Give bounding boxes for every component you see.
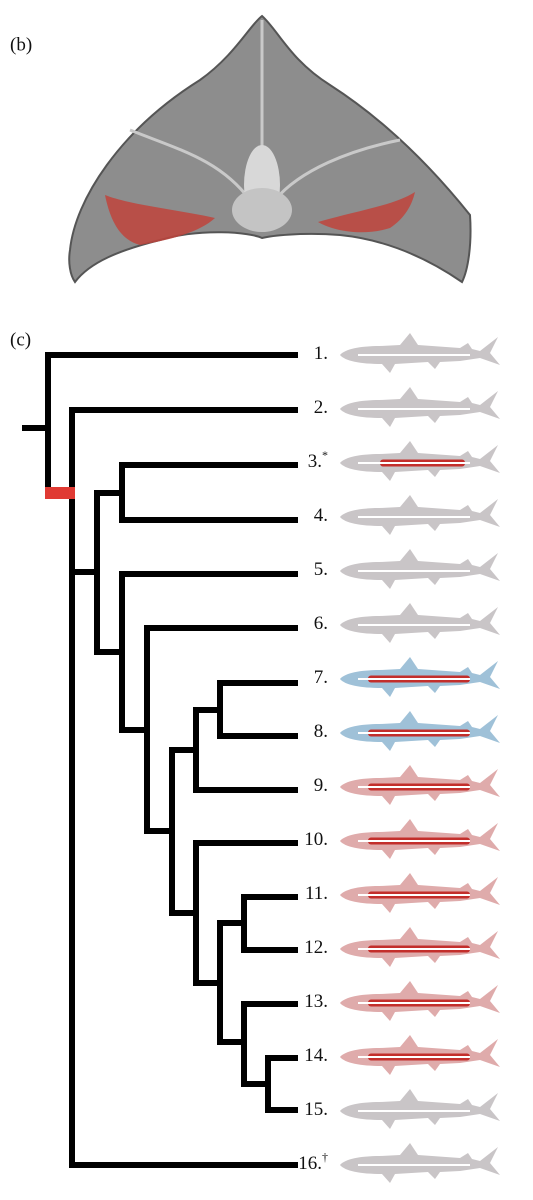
midline — [358, 1110, 470, 1112]
midline — [358, 462, 470, 464]
shark-icon — [340, 819, 500, 859]
shark-icon — [340, 1089, 500, 1129]
shark-icon — [340, 495, 500, 535]
leaf-label: 4. — [314, 505, 328, 526]
leaf-label: 15. — [304, 1099, 328, 1120]
cross-section-image — [68, 14, 472, 284]
shark-icon — [340, 603, 500, 643]
midline — [358, 948, 470, 950]
leaf-label: 9. — [314, 775, 328, 796]
shark-icon — [340, 549, 500, 589]
midline — [358, 840, 470, 842]
leaf-mark: † — [322, 1150, 328, 1164]
shark-body — [340, 549, 500, 589]
midline — [358, 678, 470, 680]
shark-body — [340, 603, 500, 643]
leaf-label: 16.† — [298, 1150, 328, 1175]
leaf-label: 3.* — [308, 448, 328, 473]
midline — [358, 894, 470, 896]
leaf-number: 1. — [314, 343, 328, 364]
leaf-number: 6. — [314, 613, 328, 634]
midline — [358, 624, 470, 626]
leaf-number: 12. — [304, 937, 328, 958]
leaf-label: 5. — [314, 559, 328, 580]
shark-icon — [340, 981, 500, 1021]
midline — [358, 1002, 470, 1004]
midline — [358, 1164, 470, 1166]
leaf-label: 14. — [304, 1045, 328, 1066]
panel-label: (c) — [10, 329, 31, 350]
leaf-label: 1. — [314, 343, 328, 364]
shark-body — [340, 1089, 500, 1129]
phylogenetic-tree — [22, 352, 298, 1168]
shark-icon — [340, 657, 500, 697]
leaf-number: 16. — [298, 1153, 322, 1174]
midline — [358, 1056, 470, 1058]
leaf-mark: * — [322, 448, 328, 462]
shark-icon — [340, 765, 500, 805]
leaf-number: 10. — [304, 829, 328, 850]
leaf-number: 13. — [304, 991, 328, 1012]
leaf-label: 12. — [304, 937, 328, 958]
midline — [358, 786, 470, 788]
leaf-label: 11. — [305, 883, 328, 904]
leaf-number: 7. — [314, 667, 328, 688]
leaf-number: 14. — [304, 1045, 328, 1066]
leaf-number: 5. — [314, 559, 328, 580]
trait-origin — [45, 487, 75, 499]
midline — [358, 570, 470, 572]
midline — [358, 354, 470, 356]
leaf-number: 3. — [308, 451, 322, 472]
leaf-number: 9. — [314, 775, 328, 796]
leaf-number: 2. — [314, 397, 328, 418]
shark-body — [340, 333, 500, 373]
panel-label: (b) — [10, 34, 32, 55]
shark-body — [340, 387, 500, 427]
leaf-number: 15. — [304, 1099, 328, 1120]
shark-icon — [340, 873, 500, 913]
midline — [358, 408, 470, 410]
shark-icon — [340, 387, 500, 427]
leaf-label: 6. — [314, 613, 328, 634]
leaf-label: 13. — [304, 991, 328, 1012]
leaf-number: 4. — [314, 505, 328, 526]
shark-icon — [340, 711, 500, 751]
leaf-number: 11. — [305, 883, 328, 904]
midline — [358, 732, 470, 734]
shark-body — [340, 495, 500, 535]
shark-icon — [340, 927, 500, 967]
shark-icon — [340, 1035, 500, 1075]
midline — [358, 516, 470, 518]
shark-icon — [340, 441, 500, 481]
leaf-label: 8. — [314, 721, 328, 742]
leaf-label: 7. — [314, 667, 328, 688]
shark-icon — [340, 1143, 500, 1183]
leaf-number: 8. — [314, 721, 328, 742]
leaf-label: 10. — [304, 829, 328, 850]
branches — [22, 352, 298, 1168]
shark-icon — [340, 333, 500, 373]
shark-body — [340, 1143, 500, 1183]
leaf-label: 2. — [314, 397, 328, 418]
